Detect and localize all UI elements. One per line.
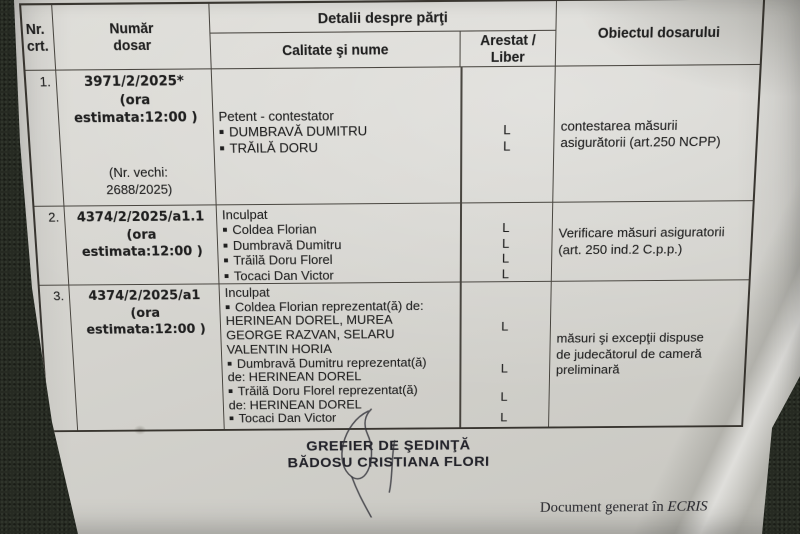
- party-name-line: ■ Tocaci Dan Victor: [219, 267, 460, 284]
- ecris-label: ECRIS: [667, 498, 708, 515]
- arrest-status: L: [500, 389, 508, 404]
- bullet-icon: ■: [223, 271, 230, 281]
- arrest-status: L: [500, 410, 508, 425]
- arrest-status: L: [502, 235, 510, 251]
- old-case-number: (Nr. vechi: 2688/2025): [105, 164, 173, 198]
- arrest-status: L: [503, 138, 511, 154]
- column-divider: [459, 203, 462, 282]
- bullet-icon: ■: [222, 240, 229, 250]
- hearing-schedule-table: Nr. crt. Număr dosar Detalii despre părţ…: [18, 0, 766, 433]
- header-calitate-nume: Calitate şi nume: [210, 31, 461, 70]
- bullet-icon: ■: [228, 386, 234, 396]
- case-object-cell: contestarea măsurii asigurătorii (art.25…: [553, 64, 760, 203]
- party-row: ■ Dumbravă Dumitru reprezentat(ă) de: HER…: [222, 355, 549, 385]
- arrest-status: L: [503, 122, 511, 138]
- party-name: Coldea Florian reprezentat(ă) de: HERINE…: [225, 298, 424, 357]
- arrest-status: L: [500, 361, 508, 376]
- arrest-status: L: [501, 266, 510, 281]
- case-number: 4374/2/2025/a1.1 (ora estimata:12:00 ): [76, 209, 205, 260]
- bullet-icon: ■: [225, 302, 231, 312]
- party-name-line: ■ DUMBRAVĂ DUMITRU: [214, 123, 461, 141]
- party-name-line: ■ TRĂILĂ DORU: [214, 138, 460, 156]
- header-obiectul-dosarului: Obiectul dosarului: [555, 0, 764, 67]
- case-number: 3971/2/2025* (ora estimata:12:00 ): [73, 73, 198, 127]
- case-number: 4374/2/2025/a1 (ora estimata:12:00 ): [86, 288, 206, 338]
- arrest-status: L: [502, 220, 510, 236]
- case-object-cell: măsuri şi excepţii dispuse de judecătoru…: [555, 330, 705, 378]
- bullet-icon: ■: [227, 358, 233, 368]
- party-name: Tocaci Dan Victor: [233, 267, 334, 283]
- case-number-cell: 3971/2/2025* (ora estimata:12:00 ) (Nr. …: [56, 69, 217, 207]
- bullet-icon: ■: [223, 256, 229, 265]
- header-detalii-parti: Detalii despre părţi: [209, 1, 558, 34]
- bullet-icon: ■: [222, 225, 228, 235]
- party-name: TRĂILĂ DORU: [229, 139, 319, 156]
- bullet-icon: ■: [218, 127, 225, 137]
- handwritten-signature: [306, 403, 423, 518]
- party-name-line: ■ Coldea Florian reprezentat(ă) de: HERIN…: [220, 298, 460, 357]
- document-content: Nr. crt. Număr dosar Detalii despre părţ…: [18, 0, 766, 520]
- party-name: Coldea Florian: [232, 221, 317, 238]
- case-number-cell: 4374/2/2025/a1 (ora estimata:12:00 ): [69, 284, 225, 431]
- party-name: Dumbravă Dumitru reprezentat(ă) de: HERI…: [227, 354, 427, 385]
- party-row: ■ Tocaci Dan Victor L: [219, 266, 551, 284]
- header-numar-dosar: Număr dosar: [52, 3, 212, 71]
- header-nr-crt: Nr. crt.: [21, 5, 57, 71]
- party-row: ■ Coldea Florian reprezentat(ă) de: HERIN…: [220, 298, 550, 357]
- row-index: 2.: [34, 206, 70, 286]
- parties-cell: Petent - contestator ■ DUMBRAVĂ DUMITRU L…: [211, 66, 556, 206]
- bullet-icon: ■: [229, 414, 235, 423]
- party-row: ■ TRĂILĂ DORU L: [214, 138, 553, 156]
- bullet-icon: ■: [219, 143, 225, 153]
- case-object-cell: Verificare măsuri asiguratorii (art. 250…: [551, 201, 753, 282]
- generated-note: Document generat în ECRIS: [540, 499, 708, 517]
- header-arestat-liber: Arestat / Liber: [460, 30, 557, 68]
- generated-note-text: Document generat în: [539, 499, 668, 516]
- arrest-status: L: [501, 250, 510, 266]
- arrest-status: L: [501, 319, 509, 334]
- case-number-cell: 4374/2/2025/a1.1 (ora estimata:12:00 ): [64, 205, 220, 286]
- column-divider: [460, 67, 463, 203]
- party-name: DUMBRAVĂ DUMITRU: [228, 123, 368, 140]
- party-name: Trăilă Doru Florel: [233, 252, 333, 268]
- parties-cell: Inculpat ■ Coldea Florian L ■ Dumbravă Dum…: [216, 202, 554, 285]
- party-name-line: ■ Dumbravă Dumitru reprezentat(ă) de: HER…: [222, 355, 459, 385]
- party-name: Dumbravă Dumitru: [232, 236, 342, 253]
